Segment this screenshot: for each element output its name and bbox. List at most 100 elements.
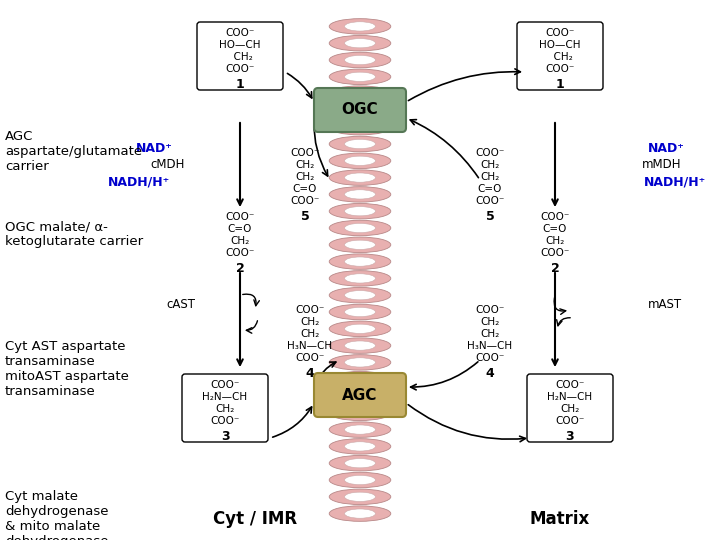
Ellipse shape [329, 388, 391, 404]
Ellipse shape [345, 392, 375, 401]
Text: CH₂: CH₂ [295, 172, 315, 182]
Text: AGC
aspartate/glutamate
carrier: AGC aspartate/glutamate carrier [5, 130, 142, 173]
Ellipse shape [329, 204, 391, 219]
Text: mMDH: mMDH [642, 159, 682, 172]
Ellipse shape [345, 190, 375, 199]
FancyBboxPatch shape [527, 374, 613, 442]
Ellipse shape [345, 240, 375, 249]
Text: Cyt AST aspartate
transaminase
mitoAST aspartate
transaminase: Cyt AST aspartate transaminase mitoAST a… [5, 340, 129, 398]
Text: H₃N—CH: H₃N—CH [467, 341, 513, 351]
FancyBboxPatch shape [197, 22, 283, 90]
Text: NAD⁺: NAD⁺ [136, 141, 173, 154]
Text: COO⁻: COO⁻ [225, 28, 255, 38]
Text: COO⁻: COO⁻ [475, 148, 505, 158]
Text: CH₂: CH₂ [230, 236, 250, 246]
Text: CH₂: CH₂ [300, 329, 320, 339]
Text: COO⁻: COO⁻ [555, 416, 585, 426]
Text: COO⁻: COO⁻ [290, 148, 320, 158]
Ellipse shape [329, 422, 391, 437]
Text: COO⁻: COO⁻ [225, 248, 255, 258]
Text: 1: 1 [235, 78, 244, 91]
Ellipse shape [345, 492, 375, 502]
Ellipse shape [329, 304, 391, 320]
Ellipse shape [329, 237, 391, 253]
Ellipse shape [329, 69, 391, 85]
Ellipse shape [329, 220, 391, 236]
Text: cAST: cAST [166, 299, 195, 312]
Ellipse shape [345, 291, 375, 300]
Text: HO—CH: HO—CH [220, 40, 261, 50]
Ellipse shape [329, 52, 391, 68]
Ellipse shape [345, 139, 375, 148]
Text: COO⁻: COO⁻ [545, 28, 575, 38]
Text: 4: 4 [485, 367, 495, 380]
Text: COO⁻: COO⁻ [555, 380, 585, 390]
Ellipse shape [329, 170, 391, 185]
Ellipse shape [345, 156, 375, 165]
Ellipse shape [345, 173, 375, 182]
FancyBboxPatch shape [182, 374, 268, 442]
Ellipse shape [345, 123, 375, 132]
Ellipse shape [345, 274, 375, 283]
Ellipse shape [329, 36, 391, 51]
Ellipse shape [345, 341, 375, 350]
Ellipse shape [329, 136, 391, 152]
Text: COO⁻: COO⁻ [225, 64, 255, 74]
Ellipse shape [329, 338, 391, 353]
Ellipse shape [345, 106, 375, 115]
Text: COO⁻: COO⁻ [475, 353, 505, 363]
Text: COO⁻: COO⁻ [210, 380, 240, 390]
Text: Cyt malate
dehydrogenase
& mito malate
dehydrogenase: Cyt malate dehydrogenase & mito malate d… [5, 490, 109, 540]
Text: 2: 2 [551, 262, 559, 275]
Text: CH₂: CH₂ [480, 160, 500, 170]
Ellipse shape [345, 324, 375, 333]
Text: Cyt / IMR: Cyt / IMR [213, 510, 297, 528]
Ellipse shape [329, 187, 391, 202]
Text: COO⁻: COO⁻ [290, 196, 320, 206]
Text: 3: 3 [221, 430, 229, 443]
FancyBboxPatch shape [314, 373, 406, 417]
Text: COO⁻: COO⁻ [475, 305, 505, 315]
Ellipse shape [329, 19, 391, 34]
Ellipse shape [329, 455, 391, 471]
Text: COO⁻: COO⁻ [225, 212, 255, 222]
Text: CH₂: CH₂ [480, 329, 500, 339]
Text: H₂N—CH: H₂N—CH [547, 392, 593, 402]
Ellipse shape [329, 372, 391, 387]
Text: CH₂: CH₂ [545, 236, 564, 246]
Ellipse shape [329, 86, 391, 102]
Text: CH₂: CH₂ [295, 160, 315, 170]
Text: 3: 3 [566, 430, 575, 443]
Ellipse shape [345, 224, 375, 233]
Text: 4: 4 [305, 367, 315, 380]
Ellipse shape [345, 22, 375, 31]
Ellipse shape [329, 153, 391, 168]
Text: NADH/H⁺: NADH/H⁺ [108, 176, 170, 188]
Text: OGC malate/ α-
ketoglutarate carrier: OGC malate/ α- ketoglutarate carrier [5, 220, 143, 248]
Ellipse shape [345, 207, 375, 216]
FancyBboxPatch shape [517, 22, 603, 90]
Ellipse shape [345, 425, 375, 434]
Text: CH₂: CH₂ [480, 317, 500, 327]
Ellipse shape [345, 458, 375, 468]
Ellipse shape [345, 408, 375, 417]
Text: COO⁻: COO⁻ [295, 353, 325, 363]
Text: 5: 5 [485, 210, 495, 223]
Text: CH₂: CH₂ [227, 52, 253, 62]
Ellipse shape [345, 509, 375, 518]
Ellipse shape [329, 506, 391, 521]
Text: COO⁻: COO⁻ [475, 196, 505, 206]
Text: COO⁻: COO⁻ [210, 416, 240, 426]
Text: 5: 5 [301, 210, 310, 223]
Ellipse shape [345, 56, 375, 65]
Text: COO⁻: COO⁻ [540, 248, 570, 258]
Text: C=O: C=O [478, 184, 502, 194]
Text: 1: 1 [556, 78, 564, 91]
Ellipse shape [329, 489, 391, 504]
Ellipse shape [329, 321, 391, 336]
Text: C=O: C=O [228, 224, 252, 234]
Text: Matrix: Matrix [530, 510, 590, 528]
Text: OGC: OGC [342, 103, 378, 118]
Text: CH₂: CH₂ [480, 172, 500, 182]
Ellipse shape [329, 271, 391, 286]
